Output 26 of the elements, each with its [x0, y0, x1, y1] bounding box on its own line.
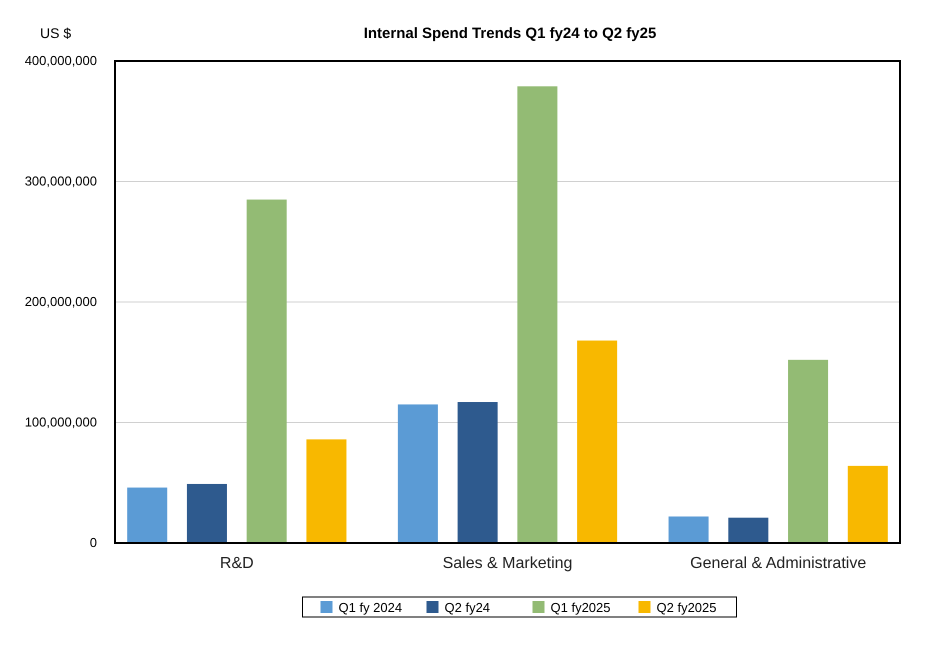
- x-tick-label: Sales & Marketing: [442, 555, 572, 572]
- bar: [186, 484, 227, 543]
- bar: [398, 404, 438, 543]
- bar: [728, 518, 768, 543]
- x-tick-label: General & Administrative: [690, 555, 866, 572]
- legend-label: Q1 fy2025: [550, 600, 610, 615]
- bar: [788, 360, 828, 543]
- bar: [848, 466, 888, 543]
- bar: [458, 402, 498, 543]
- bar: [668, 516, 709, 543]
- legend-label: Q2 fy24: [444, 600, 490, 615]
- legend-label: Q2 fy2025: [656, 600, 716, 615]
- bar: [517, 86, 558, 543]
- bar: [306, 439, 346, 543]
- x-tick-label: R&D: [220, 555, 254, 572]
- bar: [246, 200, 287, 543]
- y-tick-label: 100,000,000: [24, 414, 97, 430]
- y-axis-title: US $: [40, 25, 72, 41]
- bar: [577, 340, 618, 543]
- y-tick-label: 200,000,000: [24, 294, 97, 309]
- y-tick-label: 300,000,000: [24, 174, 97, 188]
- y-tick-label: 400,000,000: [24, 53, 97, 68]
- legend-label: Q1 fy 2024: [338, 600, 402, 615]
- y-tick-label: 0: [90, 535, 97, 550]
- chart-title: Internal Spend Trends Q1 fy24 to Q2 fy25: [364, 25, 656, 42]
- bar: [127, 488, 168, 543]
